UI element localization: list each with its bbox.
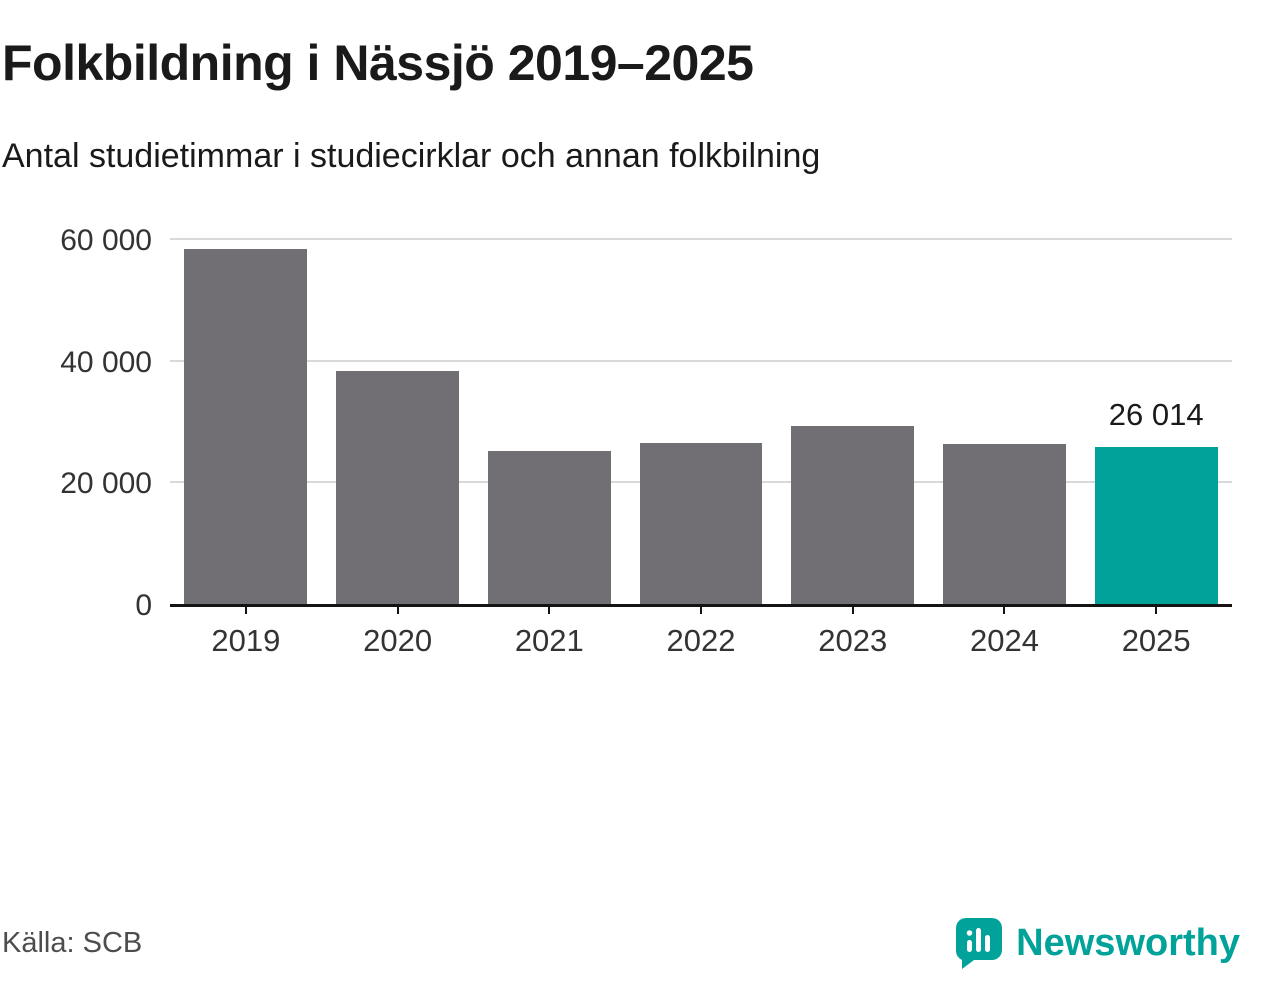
x-tick-label: 2024 [969, 623, 1039, 658]
newsworthy-wordmark: Newsworthy [1016, 921, 1240, 964]
x-tick-label: 2022 [666, 623, 736, 658]
chart-page: Folkbildning i Nässjö 2019–2025 Antal st… [0, 36, 1280, 996]
bar-2023 [791, 426, 915, 605]
y-axis: 0 20 000 40 000 60 000 [2, 224, 170, 622]
y-tick-label: 20 000 [60, 467, 152, 501]
newsworthy-logo: Newsworthy [954, 916, 1240, 970]
bar-chart: 0 20 000 40 000 60 000 2019 2020 2021 2022 2023… [2, 224, 1232, 658]
gridline [170, 359, 1232, 362]
source-note: Källa: SCB [2, 926, 143, 959]
x-axis-line [170, 604, 1232, 607]
x-tick-mark [1155, 605, 1158, 614]
x-tick-mark [700, 605, 703, 614]
bar-2025 [1094, 446, 1218, 605]
y-tick-label: 40 000 [60, 345, 152, 379]
y-tick-label: 0 [135, 589, 152, 622]
bar-column-2024: 2024 [929, 240, 1081, 658]
x-tick-mark [851, 605, 854, 614]
bar-column-2025: 2025 26 014 [1080, 240, 1232, 658]
x-tick-mark [1003, 605, 1006, 614]
bar-columns: 2019 2020 2021 2022 2023 2024 2025 26 014 [170, 240, 1232, 658]
x-tick-label: 2023 [818, 623, 888, 658]
chart-title: Folkbildning i Nässjö 2019–2025 [2, 35, 754, 91]
x-tick-label: 2021 [514, 623, 584, 658]
x-tick-label: 2019 [211, 623, 281, 658]
x-tick-label: 2025 [1121, 623, 1191, 658]
bar-2019 [184, 249, 308, 605]
bar-column-2021: 2021 [473, 240, 625, 658]
value-annotation: 26 014 [1108, 396, 1204, 432]
bar-2022 [639, 443, 763, 605]
newsworthy-icon [956, 918, 1003, 969]
x-tick-mark [244, 605, 247, 614]
x-tick-mark [396, 605, 399, 614]
bar-column-2020: 2020 [322, 240, 474, 658]
x-tick-label: 2020 [363, 623, 433, 658]
bar-column-2022: 2022 [625, 240, 777, 658]
bar-column-2023: 2023 [777, 240, 929, 658]
gridline [170, 238, 1232, 240]
y-tick-label: 60 000 [60, 224, 152, 257]
bar-column-2019: 2019 [170, 240, 322, 658]
plot-area: 2019 2020 2021 2022 2023 2024 2025 26 014 [170, 238, 1232, 658]
bar-2021 [487, 451, 611, 605]
chart-subtitle: Antal studietimmar i studiecirklar och a… [2, 137, 821, 175]
bar-2020 [336, 370, 460, 605]
chart-footer: Källa: SCB Newsworthy [2, 916, 1240, 970]
bar-2024 [943, 443, 1066, 605]
x-tick-mark [548, 605, 551, 614]
